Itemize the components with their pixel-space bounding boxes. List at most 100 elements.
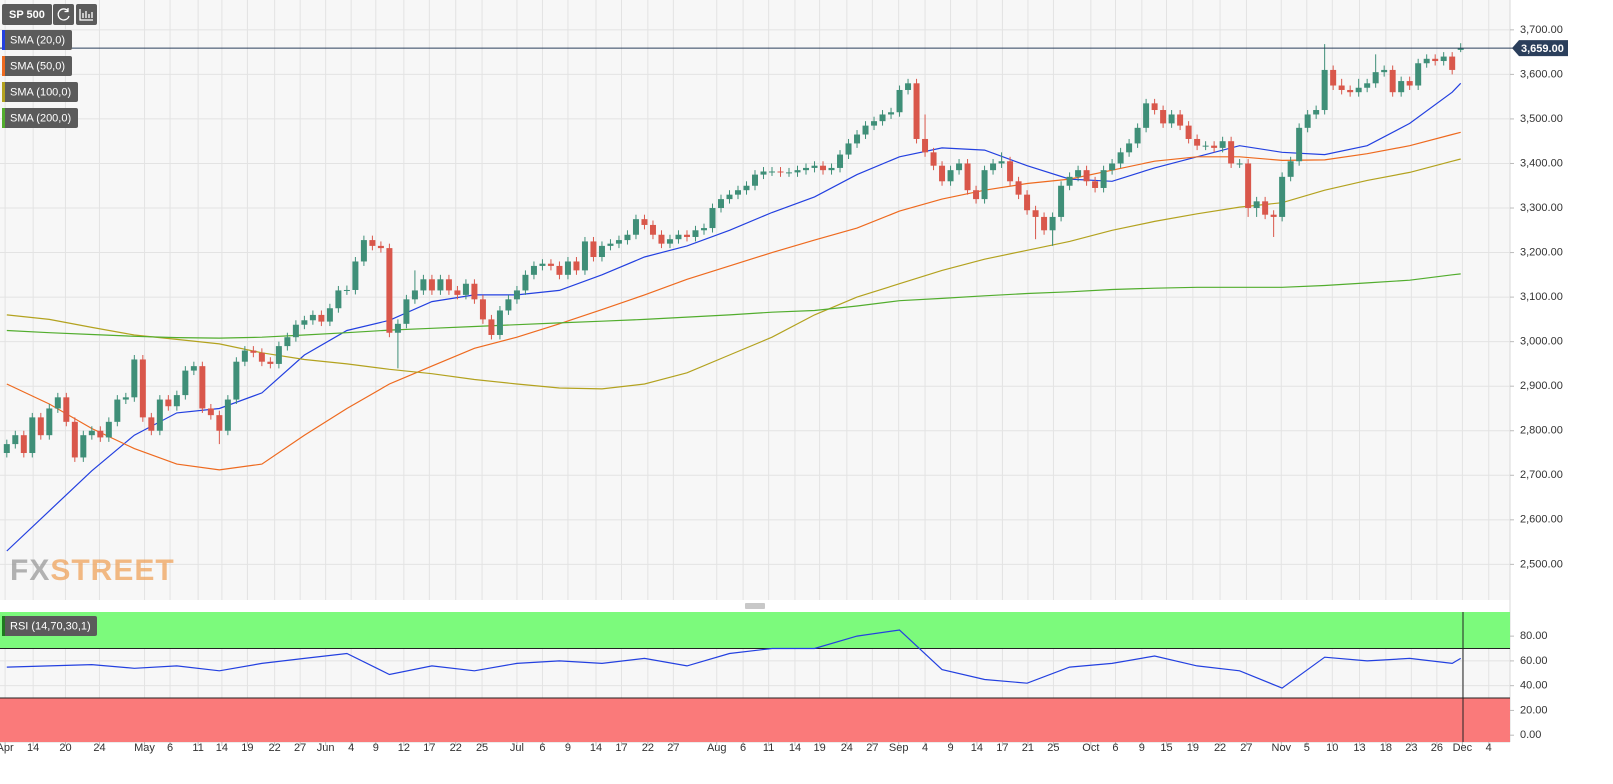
y-tick-label: 3,000.00 — [1520, 336, 1563, 348]
candle-body — [556, 265, 563, 275]
x-tick-label: 27 — [866, 742, 878, 754]
candle-body — [1126, 143, 1133, 153]
candle-body — [1313, 110, 1320, 115]
candle-body — [1100, 170, 1107, 188]
x-tick-label: 9 — [565, 742, 571, 754]
sma-line — [6, 82, 1462, 552]
legend-box[interactable] — [2, 30, 72, 50]
x-tick-label: 6 — [539, 742, 545, 754]
candle-body — [488, 319, 495, 335]
x-tick-label: 13 — [1353, 742, 1365, 754]
x-tick-label: 24 — [841, 742, 853, 754]
refresh-icon — [57, 8, 70, 21]
x-tick-label: Apr — [0, 742, 14, 754]
candle-body — [3, 444, 10, 454]
candle-body — [649, 224, 656, 235]
candle-body — [573, 261, 580, 271]
x-tick-label: 27 — [667, 742, 679, 754]
candle-body — [199, 366, 206, 409]
candle-body — [80, 435, 87, 458]
candle-body — [845, 143, 852, 155]
candle-body — [1245, 163, 1252, 209]
y-tick-label: 3,300.00 — [1520, 202, 1563, 214]
x-tick-label: Jun — [317, 742, 335, 754]
candle-body — [1202, 145, 1209, 147]
legend-label: SMA (50,0) — [10, 60, 65, 72]
candle-body — [1364, 83, 1371, 88]
legend-box[interactable] — [2, 82, 78, 102]
y-tick-label: 2,800.00 — [1520, 425, 1563, 437]
candle-body — [615, 240, 622, 244]
x-tick-label: 27 — [294, 742, 306, 754]
candle-body — [1432, 58, 1439, 62]
candle-body — [717, 199, 724, 209]
candle-body — [420, 279, 427, 291]
x-tick-label: Dec — [1453, 742, 1473, 754]
x-tick-label: 4 — [348, 742, 354, 754]
legend-box[interactable] — [2, 616, 97, 636]
candle-body — [871, 121, 878, 126]
x-tick-label: 26 — [1431, 742, 1443, 754]
indicator-icon — [79, 9, 93, 21]
candle-body — [411, 290, 418, 300]
oversold-zone — [0, 698, 1510, 742]
candle-body — [139, 359, 146, 418]
candle-body — [879, 114, 886, 122]
x-tick-label: May — [134, 742, 155, 754]
x-tick-label: 14 — [590, 742, 602, 754]
refresh-button[interactable] — [53, 4, 74, 25]
x-tick-label: Aug — [707, 742, 727, 754]
candle-body — [820, 165, 827, 171]
main-panel — [0, 0, 1510, 600]
candle-body — [530, 265, 537, 275]
candle-body — [641, 219, 648, 225]
candle-body — [156, 399, 163, 431]
candle-body — [777, 171, 784, 173]
candle-body — [462, 283, 469, 295]
x-tick-label: 17 — [423, 742, 435, 754]
legend-box[interactable] — [2, 108, 78, 128]
x-tick-label: 14 — [971, 742, 983, 754]
candle-body — [564, 261, 571, 275]
candle-body — [743, 185, 750, 191]
candle-body — [1253, 201, 1260, 209]
candle-body — [1457, 48, 1464, 50]
watermark: FXSTREET — [10, 554, 175, 587]
candle-body — [1296, 127, 1303, 162]
candle-body — [88, 430, 95, 436]
candle-body — [309, 314, 316, 321]
legend-swatch — [2, 616, 5, 636]
candle-body — [360, 240, 367, 262]
y-tick-label: 2,500.00 — [1520, 558, 1563, 570]
candle-body — [1355, 87, 1362, 93]
candle-body — [267, 361, 274, 364]
legend-box[interactable] — [2, 56, 72, 76]
legend-label: SMA (20,0) — [10, 34, 65, 46]
x-tick-label: 19 — [1187, 742, 1199, 754]
separator-handle[interactable] — [745, 603, 765, 609]
candle-body — [683, 234, 690, 237]
candle-body — [46, 408, 53, 436]
candle-body — [973, 190, 980, 200]
legend-label: SMA (100,0) — [10, 86, 71, 98]
symbol-box[interactable] — [2, 4, 52, 25]
candle-body — [1321, 69, 1328, 111]
x-tick-label: Nov — [1272, 742, 1292, 754]
candle-body — [173, 395, 180, 407]
candle-body — [114, 399, 121, 422]
sma-line — [6, 131, 1461, 471]
candle-body — [1440, 56, 1447, 62]
y-tick-label: 2,900.00 — [1520, 380, 1563, 392]
candle-body — [1398, 81, 1405, 93]
candle-body — [292, 324, 299, 338]
candle-body — [207, 408, 214, 416]
candle-body — [1168, 114, 1175, 124]
candle-body — [675, 234, 682, 240]
candle-body — [837, 154, 844, 168]
candle-body — [437, 279, 444, 291]
candle-body — [888, 112, 895, 115]
candle-body — [1177, 114, 1184, 126]
candle-body — [709, 208, 716, 229]
candle-body — [513, 290, 520, 300]
y-tick-label: 3,600.00 — [1520, 68, 1563, 80]
